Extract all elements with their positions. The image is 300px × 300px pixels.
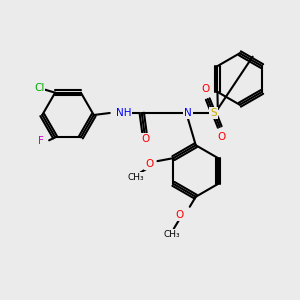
Text: O: O (176, 210, 184, 220)
Text: O: O (218, 132, 226, 142)
Text: N: N (184, 108, 192, 118)
Text: F: F (38, 136, 44, 146)
Text: Cl: Cl (34, 83, 44, 93)
Text: O: O (145, 159, 154, 169)
Text: CH₃: CH₃ (164, 230, 180, 239)
Text: NH: NH (116, 108, 131, 118)
Text: S: S (210, 108, 217, 118)
Text: O: O (202, 84, 210, 94)
Text: CH₃: CH₃ (127, 172, 144, 182)
Text: O: O (142, 134, 150, 144)
